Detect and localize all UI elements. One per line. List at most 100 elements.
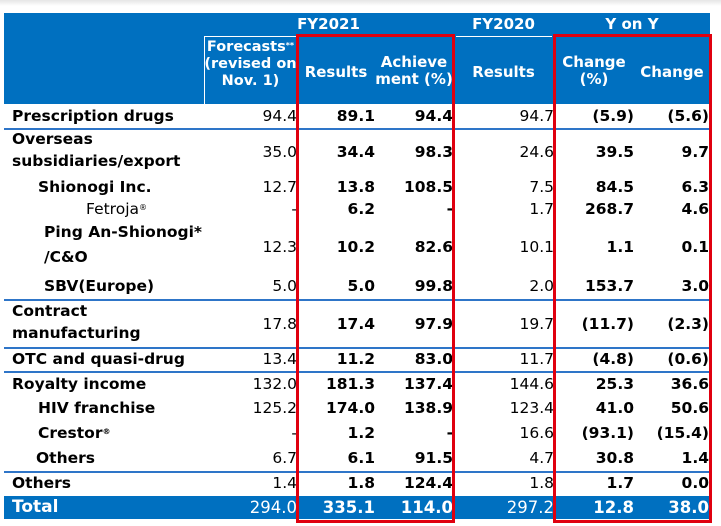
row-label-text: Royalty income (12, 374, 147, 393)
row-separator (4, 299, 710, 301)
cell-change-pct: 1.1 (606, 237, 634, 256)
cell-fy2020: 10.1 (519, 237, 554, 256)
row-label-line2: manufacturing (12, 324, 141, 342)
cell-forecast: - (291, 199, 297, 218)
row-label: Overseas subsidiaries/export (12, 130, 180, 171)
cell-results: 6.1 (347, 448, 375, 467)
top-shadow (0, 0, 721, 6)
cell-fy2020: 7.5 (529, 177, 554, 196)
row-label: OTC and quasi-drug (12, 350, 185, 369)
cell-change: 4.6 (681, 199, 709, 218)
cell-results: 5.0 (347, 276, 375, 295)
cell-fy2020: 144.6 (509, 374, 554, 393)
row-label-text: Fetroja (86, 199, 140, 218)
cell-change-pct: (93.1) (581, 423, 634, 442)
table-row: Royalty income 132.0 181.3 137.4 144.6 25.3 36… (4, 373, 710, 395)
cell-forecast: 6.7 (272, 448, 297, 467)
cell-results: 335.1 (322, 498, 375, 517)
row-label-text: Shionogi Inc. (38, 177, 152, 196)
row-label: Others (12, 474, 71, 493)
row-label: Shionogi Inc. (38, 178, 152, 197)
cell-change-pct: (5.9) (592, 106, 634, 125)
cell-results: 34.4 (336, 142, 375, 161)
cell-results: 174.0 (325, 398, 375, 417)
cell-change-pct: 30.8 (595, 448, 634, 467)
table-row: Ping An-Shionogi* /C&O 12.3 10.2 82.6 10.1 1.1… (4, 223, 710, 271)
row-separator (4, 128, 710, 130)
row-label: Crestor® (38, 424, 110, 443)
cell-change-pct: (4.8) (592, 349, 634, 368)
cell-change-pct: 25.3 (595, 374, 634, 393)
cell-results: 13.8 (336, 177, 375, 196)
row-label: HIV franchise (38, 399, 155, 418)
cell-fy2020: 11.7 (519, 349, 554, 368)
row-label: Contract manufacturing (12, 302, 141, 343)
cell-forecast: 94.4 (262, 106, 297, 125)
cell-change: 9.7 (681, 142, 709, 161)
highlight-yony (553, 34, 712, 523)
cell-change: 36.6 (670, 374, 709, 393)
cell-change: 3.0 (681, 276, 709, 295)
row-label-line2: /C&O (44, 248, 88, 266)
cell-achievement: - (446, 199, 453, 218)
header-yony: Y on Y (605, 15, 659, 33)
table-row: HIV franchise 125.2 174.0 138.9 123.4 41.0 50.… (4, 397, 710, 419)
table-row: Others 1.4 1.8 124.4 1.8 1.7 0.0 (4, 472, 710, 494)
row-label-line1: Contract (12, 302, 88, 320)
row-separator (4, 347, 710, 349)
header-results: Results (304, 63, 368, 81)
cell-change: 0.1 (681, 237, 709, 256)
table-row: Shionogi Inc. 12.7 13.8 108.5 7.5 84.5 6.3 (4, 176, 710, 198)
cell-forecast: 12.7 (262, 177, 297, 196)
row-label-line1: Ping An-Shionogi* (44, 223, 203, 241)
registered-mark: ® (102, 426, 111, 436)
table-row: Crestor® - 1.2 - 16.6 (93.1) (15.4) (4, 421, 710, 445)
cell-fy2020: 94.7 (519, 106, 554, 125)
cell-fy2020: 1.7 (529, 199, 554, 218)
row-label: Prescription drugs (12, 107, 174, 126)
cell-fy2020: 24.6 (519, 142, 554, 161)
row-label-line2: subsidiaries/export (12, 152, 181, 170)
cell-results: 6.2 (347, 199, 375, 218)
cell-forecast: 1.4 (272, 473, 297, 492)
cell-change: 1.4 (681, 448, 709, 467)
cell-achievement: - (446, 423, 453, 442)
cell-forecast: 125.2 (252, 398, 297, 417)
cell-fy2020: 16.6 (519, 423, 554, 442)
cell-fy2020: 1.8 (529, 473, 554, 492)
cell-change-pct: 1.7 (606, 473, 634, 492)
row-label: Fetroja® (86, 200, 147, 219)
row-label-text: Others (12, 473, 72, 492)
header-fy2021: FY2021 (297, 15, 360, 33)
cell-forecast: 17.8 (262, 314, 297, 333)
table-row: Prescription drugs 94.4 89.1 94.4 94.7 (5.9) (… (4, 105, 710, 127)
cell-results: 89.1 (336, 106, 375, 125)
cell-achievement: 99.8 (414, 276, 453, 295)
total-row: Total 294.0 335.1 114.0 297.2 12.8 38.0 (4, 496, 710, 519)
cell-achievement: 82.6 (414, 237, 453, 256)
cell-change-pct: 12.8 (593, 498, 634, 517)
highlight-fy2021-results (296, 34, 455, 523)
table-row: Contract manufacturing 17.8 17.4 97.9 19.7 (11… (4, 302, 710, 346)
cell-fy2020: 123.4 (509, 398, 554, 417)
cell-forecast: 294.0 (249, 498, 297, 517)
row-label-text: SBV(Europe) (44, 276, 155, 295)
cell-change: 6.3 (681, 177, 709, 196)
cell-change-pct: 39.5 (595, 142, 634, 161)
cell-results: 1.2 (347, 423, 375, 442)
cell-achievement: 91.5 (414, 448, 453, 467)
row-label-text: Others (36, 448, 96, 467)
cell-results: 11.2 (336, 349, 375, 368)
cell-fy2020: 4.7 (529, 448, 554, 467)
table-row: OTC and quasi-drug 13.4 11.2 83.0 11.7 (4.8) (… (4, 348, 710, 370)
row-label: Ping An-Shionogi* /C&O (44, 223, 202, 267)
cell-forecast: 35.0 (262, 142, 297, 161)
cell-achievement: 114.0 (400, 498, 453, 517)
row-label-line1: Overseas (12, 130, 93, 148)
cell-forecast: 5.0 (272, 276, 297, 295)
table-row: Overseas subsidiaries/export 35.0 34.4 98.3 2… (4, 130, 710, 174)
row-separator (4, 471, 710, 473)
header-change-pct: Change (%) (562, 53, 626, 88)
cell-fy2020: 297.2 (506, 498, 554, 517)
cell-achievement: 138.9 (403, 398, 453, 417)
